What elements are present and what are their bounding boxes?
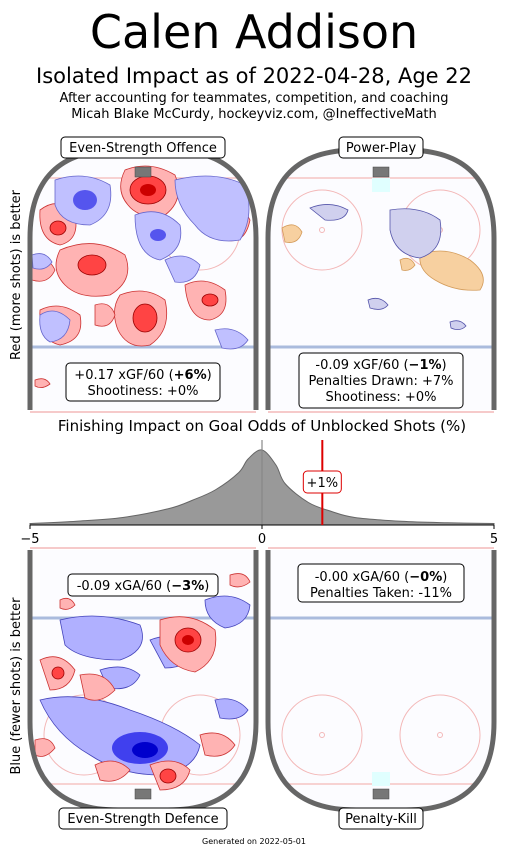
es-defence-title: Even-Strength Defence xyxy=(67,812,218,827)
es-offence-shootiness: Shootiness: +0% xyxy=(88,384,199,399)
es-defence-xga: -0.09 xGA/60 (−3%) xyxy=(77,579,210,594)
penalty-kill-title: Penalty-Kill xyxy=(345,812,417,827)
footer-generated: Generated on 2022-05-01 xyxy=(202,837,306,846)
density-chart: −5 0 5 +1% xyxy=(20,440,498,547)
chart-note-author: Micah Blake McCurdy, hockeyviz.com, @Ine… xyxy=(71,107,437,122)
marker-label-box xyxy=(302,470,342,494)
pp-fewer-shots-contours xyxy=(309,204,467,330)
x-tick-label: −5 xyxy=(20,532,39,547)
defence-side-label: Blue (fewer shots) is better xyxy=(9,597,24,775)
es-offence-fewer-shots-regions xyxy=(31,175,250,350)
power-play-penalties-drawn: Penalties Drawn: +7% xyxy=(308,374,453,389)
chart-subtitle: Isolated Impact as of 2022-04-28, Age 22 xyxy=(36,64,472,88)
es-offence-xgf: +0.17 xGF/60 (+6%) xyxy=(74,368,211,383)
x-tick-label: 0 xyxy=(258,532,266,547)
x-tick-label: 5 xyxy=(490,532,498,547)
penalty-kill-xga: -0.00 xGA/60 (−0%) xyxy=(315,570,448,585)
density-chart-title: Finishing Impact on Goal Odds of Unblock… xyxy=(58,417,466,435)
pp-contours xyxy=(281,224,484,291)
power-play-shootiness: Shootiness: +0% xyxy=(326,390,437,405)
offence-side-label: Red (more shots) is better xyxy=(9,189,24,360)
power-play-xgf: -0.09 xGF/60 (−1%) xyxy=(315,358,446,373)
penalty-kill-penalties-taken: Penalties Taken: -11% xyxy=(310,586,452,601)
es-offence-title: Even-Strength Offence xyxy=(69,141,217,156)
chart-note-context: After accounting for teammates, competit… xyxy=(59,91,449,106)
marker-label: +1% xyxy=(307,476,339,491)
power-play-title: Power-Play xyxy=(346,141,417,156)
chart-title: Calen Addison xyxy=(89,5,419,59)
